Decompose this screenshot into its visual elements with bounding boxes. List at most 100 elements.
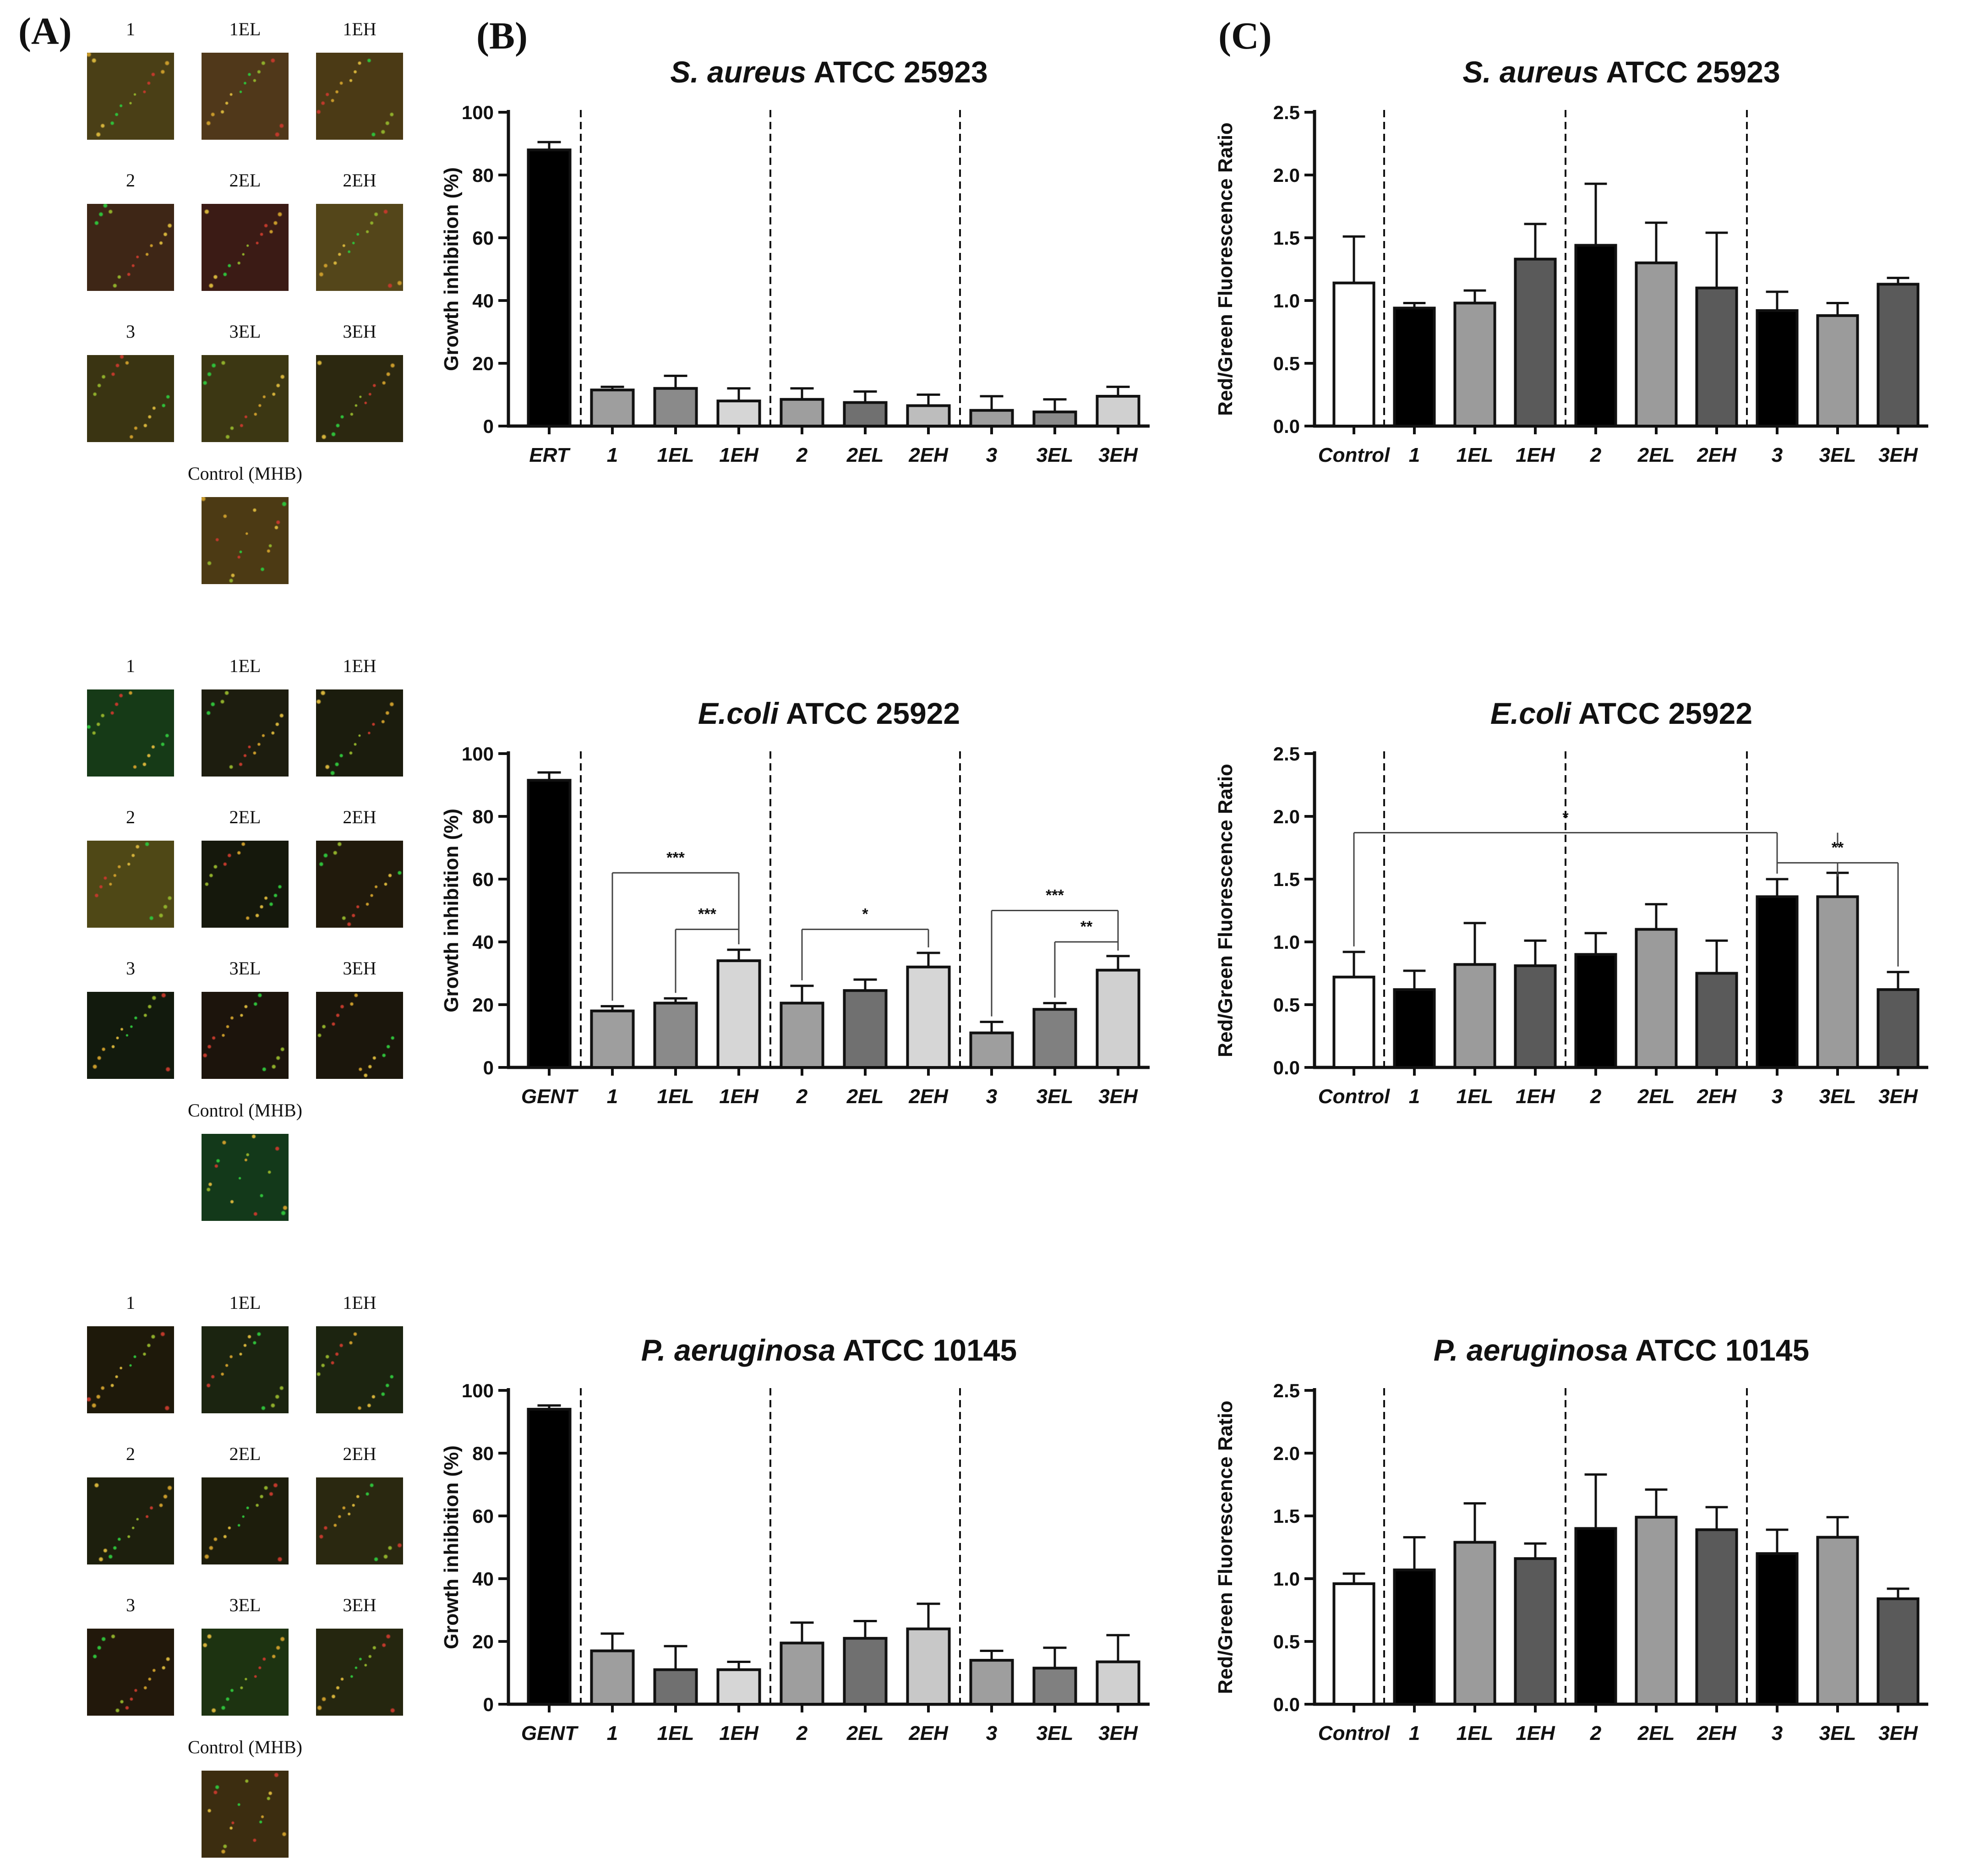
significance-label: **	[1832, 839, 1844, 856]
bar	[1756, 309, 1799, 427]
micrograph-image	[316, 1477, 403, 1564]
bar	[969, 1031, 1014, 1069]
control-label: Control (MHB)	[188, 1100, 302, 1121]
bar	[1816, 314, 1859, 427]
bar	[1453, 963, 1496, 1069]
micrograph-image	[316, 355, 403, 442]
y-tick-label: 60	[472, 1505, 494, 1527]
y-tick-label: 2.0	[1273, 164, 1300, 186]
micrograph-label: 3EH	[343, 1595, 376, 1615]
x-tick-label: 2EL	[846, 1085, 884, 1108]
micrograph-image	[202, 841, 289, 928]
bar	[1096, 1660, 1140, 1706]
bar	[780, 398, 824, 428]
chart-title-species: S. aureus	[670, 55, 806, 89]
y-axis-label: Growth inhibition (%)	[440, 1445, 463, 1649]
bar	[1032, 1008, 1077, 1069]
y-tick-label: 80	[472, 806, 494, 827]
chart-title-strain: ATCC 25923	[806, 55, 987, 89]
micrograph-image	[87, 1629, 174, 1716]
bar	[1096, 394, 1140, 427]
micrograph-label: 2EL	[229, 170, 261, 191]
micrograph-image	[87, 1477, 174, 1564]
chart-title-strain: ATCC 25922	[779, 696, 960, 730]
y-tick-label: 20	[472, 994, 494, 1016]
x-tick-label: ERT	[529, 444, 570, 466]
bar	[653, 1668, 698, 1706]
x-tick-label: 3EH	[1098, 1722, 1138, 1745]
micrograph-label: 1EL	[229, 656, 261, 676]
bar	[843, 1637, 888, 1706]
bar	[1332, 975, 1375, 1069]
x-tick-label: 3	[986, 1085, 997, 1108]
bar	[1514, 1557, 1557, 1706]
y-axis-label: Red/Green Fluorescence Ratio	[1214, 122, 1237, 416]
y-tick-label: 40	[472, 931, 494, 953]
bar	[1756, 895, 1799, 1069]
bar	[780, 1001, 824, 1069]
chart-title-species: S. aureus	[1462, 55, 1598, 89]
micrograph-label: 3	[126, 1595, 135, 1615]
x-tick-label: 2EH	[908, 1722, 949, 1745]
bar	[590, 388, 635, 427]
x-tick-label: 1EL	[1457, 444, 1494, 466]
x-tick-label: 3	[986, 444, 997, 466]
micrograph-label: 1EL	[229, 19, 261, 39]
y-tick-label: 0.5	[1273, 353, 1300, 374]
chart-title-strain: ATCC 25922	[1571, 696, 1752, 730]
bar	[1096, 968, 1140, 1069]
micrograph-label: 1EL	[229, 1292, 261, 1313]
x-tick-label: 2EH	[1697, 444, 1737, 466]
bar	[1695, 972, 1738, 1069]
x-tick-label: 3EH	[1098, 444, 1138, 466]
micrograph-label: 3	[126, 958, 135, 979]
micrograph-label: 1EH	[343, 1292, 376, 1313]
bar	[1332, 1582, 1375, 1706]
y-tick-label: 0.5	[1273, 1631, 1300, 1652]
x-tick-label: 3EL	[1819, 1722, 1856, 1745]
y-tick-label: 20	[472, 1631, 494, 1652]
micrograph-image	[316, 992, 403, 1079]
micrograph-label: 1EH	[343, 656, 376, 676]
x-tick-label: 3EH	[1878, 1722, 1918, 1745]
x-tick-label: 3EL	[1037, 1722, 1074, 1745]
bar	[1332, 281, 1375, 427]
x-tick-label: 3EH	[1878, 1085, 1918, 1108]
chart-ecoli-fluorescence-ratio: E.coli ATCC 25922 Red/Green Fluorescence …	[1214, 696, 1928, 1108]
micrograph-image	[202, 1326, 289, 1413]
x-tick-label: 2	[796, 1085, 808, 1108]
y-tick-label: 2.0	[1273, 1443, 1300, 1464]
bar	[1816, 895, 1859, 1069]
chart-title-strain: ATCC 10145	[835, 1333, 1017, 1367]
bar	[1574, 244, 1617, 427]
bar	[1635, 928, 1678, 1069]
x-tick-label: 1EL	[1457, 1722, 1494, 1745]
bar	[590, 1009, 635, 1069]
panel-label-a: (A)	[18, 10, 72, 53]
significance-label: ***	[666, 849, 685, 866]
bar	[1514, 964, 1557, 1069]
x-tick-label: 2EH	[1697, 1722, 1737, 1745]
bar	[843, 989, 888, 1069]
y-tick-label: 0.5	[1273, 994, 1300, 1016]
micrograph-label: 1EH	[343, 19, 376, 39]
x-tick-label: 1	[1409, 444, 1420, 466]
chart-title-species: P. aeruginosa	[641, 1333, 835, 1367]
bar	[1756, 1552, 1799, 1706]
x-tick-label: 2EL	[846, 444, 884, 466]
y-tick-label: 1.0	[1273, 931, 1300, 953]
x-tick-label: 1EH	[719, 444, 759, 466]
x-tick-label: 2	[796, 1722, 808, 1745]
micrograph-image	[316, 689, 403, 777]
control-label: Control (MHB)	[188, 463, 302, 484]
micrograph-image	[202, 992, 289, 1079]
y-tick-label: 1.5	[1273, 1505, 1300, 1527]
micrograph-image	[202, 689, 289, 777]
bar	[716, 959, 761, 1069]
x-tick-label: 1	[607, 1722, 618, 1745]
x-tick-label: 2EH	[908, 444, 949, 466]
bar	[653, 1001, 698, 1069]
y-tick-label: 100	[462, 102, 494, 123]
micrograph-label: 2	[126, 1444, 135, 1464]
x-tick-label: 3	[986, 1722, 997, 1745]
